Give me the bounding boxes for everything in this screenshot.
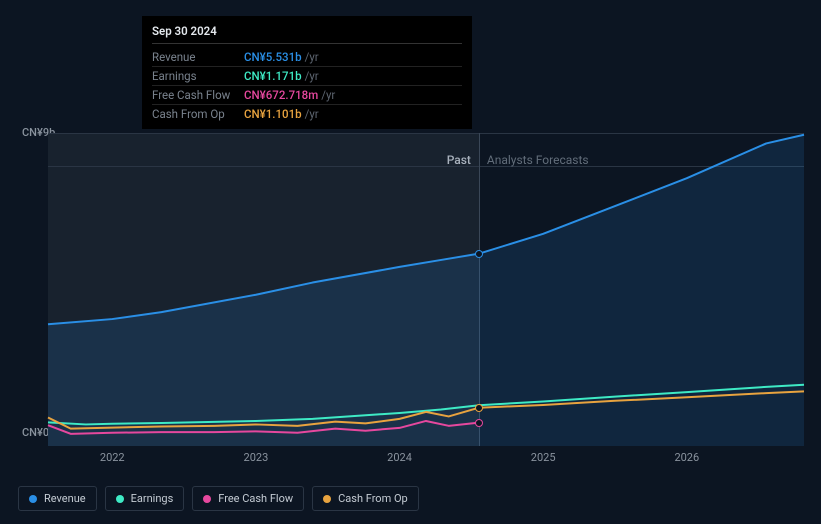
tooltip: Sep 30 2024 RevenueCN¥5.531b/yrEarningsC… [142, 16, 472, 129]
tooltip-value: CN¥1.171b [244, 69, 302, 83]
tooltip-unit: /yr [305, 69, 319, 83]
legend-dot-icon [323, 495, 331, 503]
legend-item-free-cash-flow[interactable]: Free Cash Flow [192, 486, 304, 511]
legend-label: Cash From Op [338, 492, 408, 505]
legend-label: Earnings [131, 492, 174, 505]
tooltip-title: Sep 30 2024 [152, 24, 462, 44]
legend-label: Revenue [44, 492, 86, 505]
tooltip-label: Cash From Op [152, 107, 244, 121]
x-tick-label: 2026 [674, 451, 699, 464]
legend-dot-icon [116, 495, 124, 503]
tooltip-unit: /yr [321, 88, 335, 102]
marker-fcf [475, 419, 483, 427]
tooltip-value: CN¥1.101b [244, 107, 302, 121]
legend: Revenue Earnings Free Cash Flow Cash From O… [18, 486, 419, 511]
y-min-label: CN¥0 [22, 426, 49, 439]
tooltip-unit: /yr [305, 50, 319, 64]
chart-lines-svg [48, 133, 804, 446]
tooltip-row: Free Cash FlowCN¥672.718m/yr [152, 86, 462, 105]
marker-revenue [475, 250, 483, 258]
tooltip-row: RevenueCN¥5.531b/yr [152, 48, 462, 67]
legend-label: Free Cash Flow [218, 492, 293, 505]
legend-item-earnings[interactable]: Earnings [105, 486, 185, 511]
x-tick-label: 2023 [244, 451, 269, 464]
tooltip-label: Earnings [152, 69, 244, 83]
x-axis-labels: 2022 2023 2024 2025 2026 [48, 451, 804, 471]
tooltip-value: CN¥672.718m [244, 88, 318, 102]
x-tick-label: 2024 [387, 451, 412, 464]
legend-item-cash-from-op[interactable]: Cash From Op [312, 486, 419, 511]
tooltip-row: EarningsCN¥1.171b/yr [152, 67, 462, 86]
legend-item-revenue[interactable]: Revenue [18, 486, 97, 511]
tooltip-label: Free Cash Flow [152, 88, 244, 102]
tooltip-body: RevenueCN¥5.531b/yrEarningsCN¥1.171b/yrF… [152, 48, 462, 123]
x-tick-label: 2025 [531, 451, 556, 464]
legend-dot-icon [203, 495, 211, 503]
plot-area[interactable]: Past Analysts Forecasts [48, 133, 804, 446]
tooltip-row: Cash From OpCN¥1.101b/yr [152, 105, 462, 123]
legend-dot-icon [29, 495, 37, 503]
tooltip-value: CN¥5.531b [244, 50, 302, 64]
marker-cfo [475, 404, 483, 412]
tooltip-label: Revenue [152, 50, 244, 64]
x-tick-label: 2022 [100, 451, 125, 464]
tooltip-unit: /yr [305, 107, 319, 121]
